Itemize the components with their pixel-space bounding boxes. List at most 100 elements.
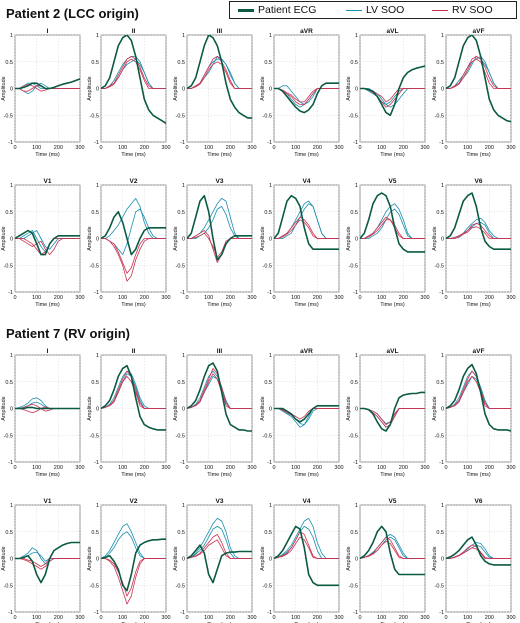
y-tick-label: 1 <box>355 183 358 189</box>
y-tick-label: 0 <box>182 237 185 243</box>
y-axis-label: Amplitude <box>1 546 7 570</box>
y-tick-label: 0.5 <box>5 380 13 386</box>
series-line-patient-ecg <box>15 406 80 410</box>
y-tick-label: 0 <box>355 557 358 563</box>
y-axis-label: Amplitude <box>346 396 352 420</box>
y-tick-label: -1 <box>439 460 444 466</box>
x-axis-label: Time (ms) <box>466 152 491 158</box>
y-tick-label: 0.5 <box>177 530 185 536</box>
series-line-patient-ecg <box>446 192 511 250</box>
y-tick-label: -0.5 <box>263 433 272 439</box>
y-tick-label: 0.5 <box>5 210 13 216</box>
y-axis-label: Amplitude <box>432 546 438 570</box>
lead-title: aVF <box>473 28 485 35</box>
series-line-rv-soo <box>187 61 252 89</box>
x-tick-label: 300 <box>75 615 84 621</box>
y-tick-label: 1 <box>96 353 99 359</box>
panel-patient2-V4: V4 0 100 200 300 Time (ms) 1 0.5 0 -0.5 -1 Amplitud… <box>260 178 344 308</box>
y-tick-label: 0 <box>96 407 99 413</box>
y-tick-label: 0 <box>269 87 272 93</box>
x-axis-label: Time (ms) <box>380 152 405 158</box>
x-tick-label: 200 <box>226 465 235 471</box>
y-tick-label: 0 <box>182 557 185 563</box>
y-tick-label: -1 <box>353 460 358 466</box>
x-tick-label: 200 <box>54 615 63 621</box>
series-line-rv-soo <box>360 219 425 239</box>
y-tick-label: -0.5 <box>90 113 99 119</box>
x-axis-label: Time (ms) <box>207 302 232 308</box>
series-line-rv-soo <box>360 541 425 559</box>
y-tick-label: -0.5 <box>176 263 185 269</box>
x-tick-label: 200 <box>140 295 149 301</box>
y-tick-label: 1 <box>269 33 272 39</box>
y-axis-label: Amplitude <box>260 396 266 420</box>
x-axis-label: Time (ms) <box>380 472 405 478</box>
y-tick-label: 1 <box>441 33 444 39</box>
x-tick-label: 0 <box>13 295 16 301</box>
y-tick-label: 0.5 <box>350 380 358 386</box>
x-tick-label: 300 <box>75 145 84 151</box>
series-line-patient-ecg <box>274 525 339 587</box>
y-tick-label: 1 <box>10 183 13 189</box>
y-axis-label: Amplitude <box>87 396 93 420</box>
y-axis-label: Amplitude <box>1 396 7 420</box>
x-axis-label: Time (ms) <box>294 472 319 478</box>
x-tick-label: 300 <box>334 615 343 621</box>
x-tick-label: 300 <box>506 145 515 151</box>
x-tick-label: 100 <box>204 295 213 301</box>
legend-swatch-rv-soo <box>432 9 448 11</box>
y-tick-label: -0.5 <box>435 583 444 589</box>
x-tick-label: 0 <box>99 295 102 301</box>
x-axis-label: Time (ms) <box>294 152 319 158</box>
x-tick-label: 100 <box>291 145 300 151</box>
y-tick-label: 0 <box>355 237 358 243</box>
x-tick-label: 0 <box>358 295 361 301</box>
x-tick-label: 0 <box>444 615 447 621</box>
x-tick-label: 200 <box>140 145 149 151</box>
lead-title: V6 <box>475 178 483 185</box>
x-tick-label: 300 <box>161 295 170 301</box>
series-line-patient-ecg <box>187 362 252 432</box>
y-tick-label: -0.5 <box>4 583 13 589</box>
y-tick-label: -0.5 <box>90 583 99 589</box>
series-line-rv-soo <box>274 536 339 559</box>
x-tick-label: 0 <box>272 145 275 151</box>
x-tick-label: 100 <box>291 465 300 471</box>
y-tick-label: 1 <box>96 503 99 509</box>
y-tick-label: -1 <box>439 610 444 616</box>
x-tick-label: 200 <box>226 145 235 151</box>
y-tick-label: -0.5 <box>4 113 13 119</box>
lead-title: II <box>132 28 136 35</box>
x-tick-label: 300 <box>75 465 84 471</box>
x-tick-label: 100 <box>291 615 300 621</box>
y-tick-label: -1 <box>8 290 13 296</box>
y-tick-label: -1 <box>8 140 13 146</box>
y-tick-label: 0 <box>355 407 358 413</box>
x-tick-label: 100 <box>204 615 213 621</box>
panel-patient2-aVL: aVL 0 100 200 300 Time (ms) 1 0.5 0 -0.5 -1 Amplitu… <box>346 28 430 158</box>
x-tick-label: 100 <box>118 295 127 301</box>
x-tick-label: 0 <box>272 295 275 301</box>
x-tick-label: 0 <box>99 465 102 471</box>
y-axis-label: Amplitude <box>432 226 438 250</box>
x-tick-label: 200 <box>399 615 408 621</box>
x-tick-label: 300 <box>247 295 256 301</box>
x-tick-label: 300 <box>506 295 515 301</box>
lead-title: aVF <box>473 348 485 355</box>
lead-title: V5 <box>389 178 397 185</box>
y-tick-label: 1 <box>355 33 358 39</box>
x-tick-label: 300 <box>161 145 170 151</box>
x-tick-label: 200 <box>313 465 322 471</box>
y-tick-label: 0 <box>96 87 99 93</box>
x-axis-label: Time (ms) <box>380 302 405 308</box>
y-tick-label: 0.5 <box>91 530 99 536</box>
y-tick-label: 1 <box>441 183 444 189</box>
x-tick-label: 200 <box>54 465 63 471</box>
panel-patient7-I: I 0 100 200 300 Time (ms) 1 0.5 0 -0.5 -1 Amplitude <box>1 348 85 478</box>
y-tick-label: 1 <box>10 33 13 39</box>
x-tick-label: 0 <box>13 615 16 621</box>
